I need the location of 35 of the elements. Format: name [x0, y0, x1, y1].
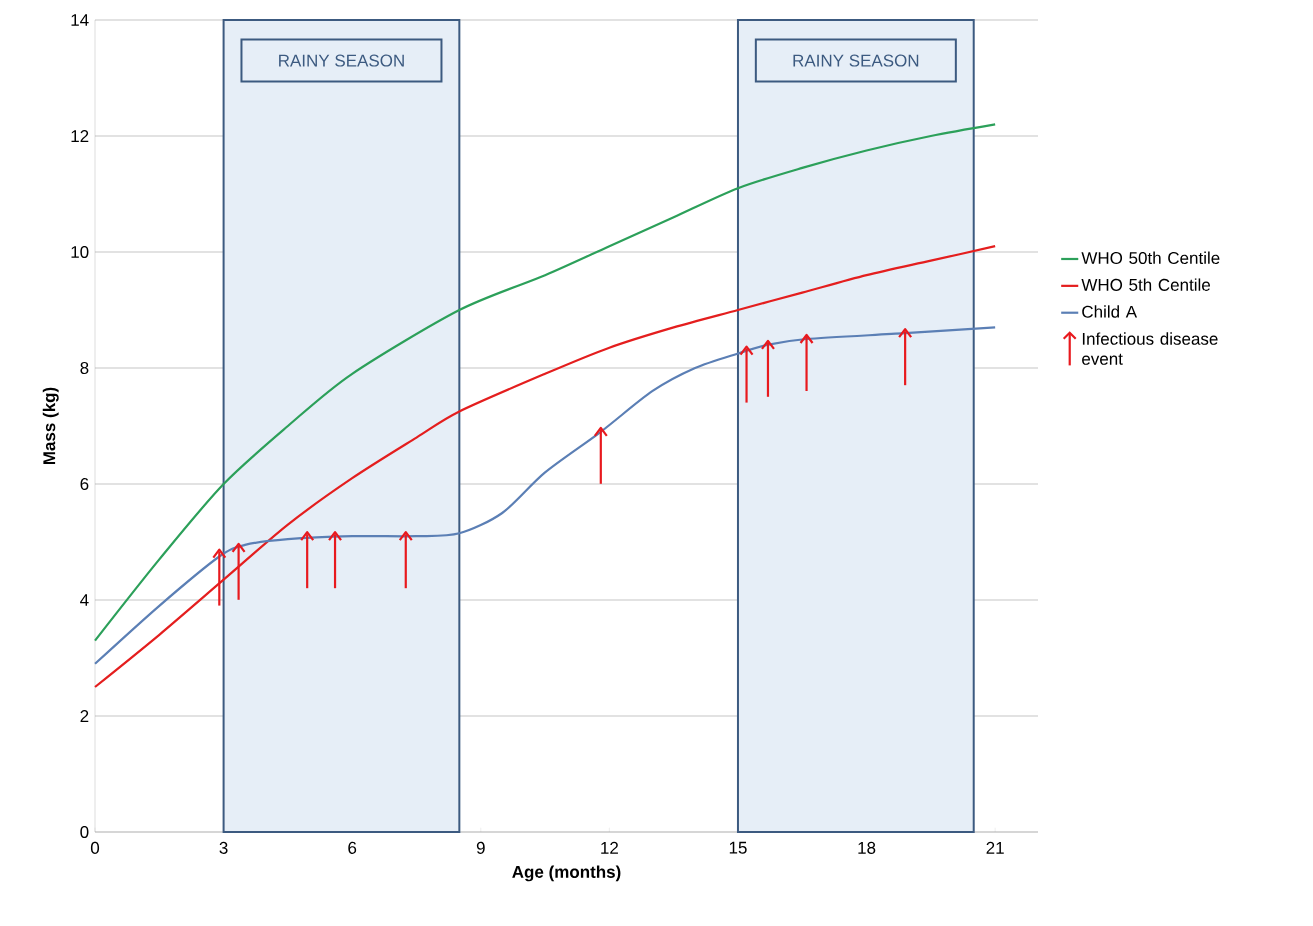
line-series — [93, 245, 997, 689]
x-tick-label: 9 — [476, 841, 485, 854]
point — [398, 531, 413, 542]
x-axis-title: Age (months) — [512, 865, 621, 882]
point — [593, 426, 608, 437]
x-tick-label: 21 — [986, 841, 1004, 854]
y-tick-label: 2 — [80, 710, 89, 722]
point — [231, 542, 246, 553]
legend-label: Child A — [1082, 305, 1138, 318]
y-axis-title: Mass (kg) — [42, 387, 59, 465]
y-tick-label: 0 — [80, 825, 89, 839]
x-tick-label: 18 — [858, 841, 876, 854]
x-tick-label: 12 — [601, 841, 618, 854]
band-label: RAINY SEASON — [793, 54, 919, 67]
legend-label: WHO 50th Centile — [1081, 251, 1220, 265]
point — [300, 531, 315, 542]
y-tick-label: 14 — [71, 14, 89, 26]
x-tick-label: 0 — [90, 841, 100, 854]
point — [212, 548, 227, 559]
point — [739, 345, 754, 356]
line-series — [93, 326, 997, 665]
y-tick-label: 4 — [80, 594, 89, 606]
y-tick-label: 10 — [71, 245, 89, 259]
point — [799, 333, 814, 345]
x-tick-label: 3 — [219, 841, 228, 854]
x-tick-label: 6 — [348, 841, 357, 854]
y-tick-label: 12 — [71, 130, 89, 142]
line-series — [93, 123, 997, 642]
legend-label: Infectious disease event — [1082, 332, 1218, 365]
legend-label: WHO 5th Centile — [1081, 278, 1211, 291]
band-label: RAINY SEASON — [279, 54, 404, 67]
x-tick-label: 15 — [729, 841, 747, 854]
y-tick-label: 8 — [80, 361, 89, 375]
point — [898, 328, 913, 339]
y-tick-label: 6 — [80, 477, 89, 491]
